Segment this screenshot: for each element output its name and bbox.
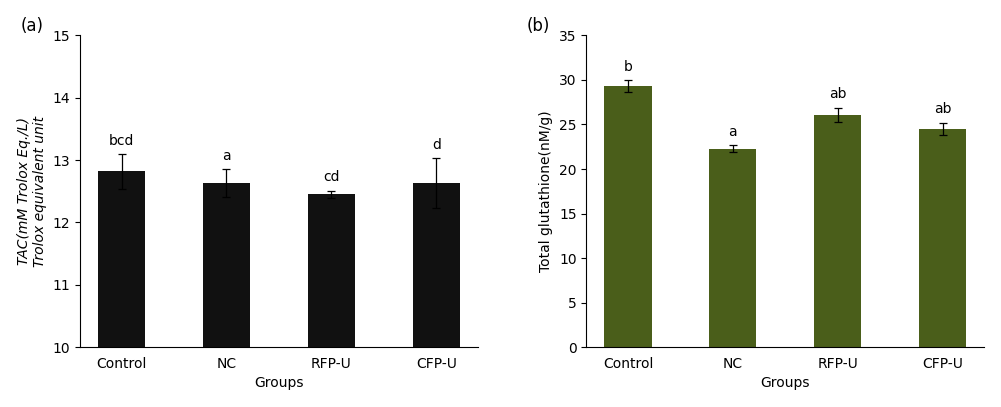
Text: ab: ab [829, 88, 847, 101]
Text: ab: ab [934, 103, 951, 116]
Bar [605, 86, 652, 347]
X-axis label: Groups: Groups [254, 376, 303, 390]
X-axis label: Groups: Groups [761, 376, 810, 390]
Bar [814, 115, 862, 347]
Y-axis label: Total glutathione(nM/g): Total glutathione(nM/g) [540, 110, 554, 272]
Text: cd: cd [323, 171, 339, 184]
Bar [710, 149, 757, 347]
Text: a: a [222, 149, 231, 163]
Text: bcd: bcd [109, 133, 134, 148]
Bar [919, 129, 966, 347]
Bar [307, 195, 355, 347]
Bar [412, 183, 459, 347]
Text: b: b [624, 60, 633, 74]
Text: (b): (b) [527, 17, 550, 35]
Y-axis label: TAC(mM Trolox Eq./L)
Trolox equivalent unit: TAC(mM Trolox Eq./L) Trolox equivalent u… [17, 116, 47, 267]
Text: a: a [729, 125, 737, 139]
Text: d: d [431, 138, 440, 152]
Bar [98, 171, 145, 347]
Text: (a): (a) [20, 17, 43, 35]
Bar [203, 183, 250, 347]
